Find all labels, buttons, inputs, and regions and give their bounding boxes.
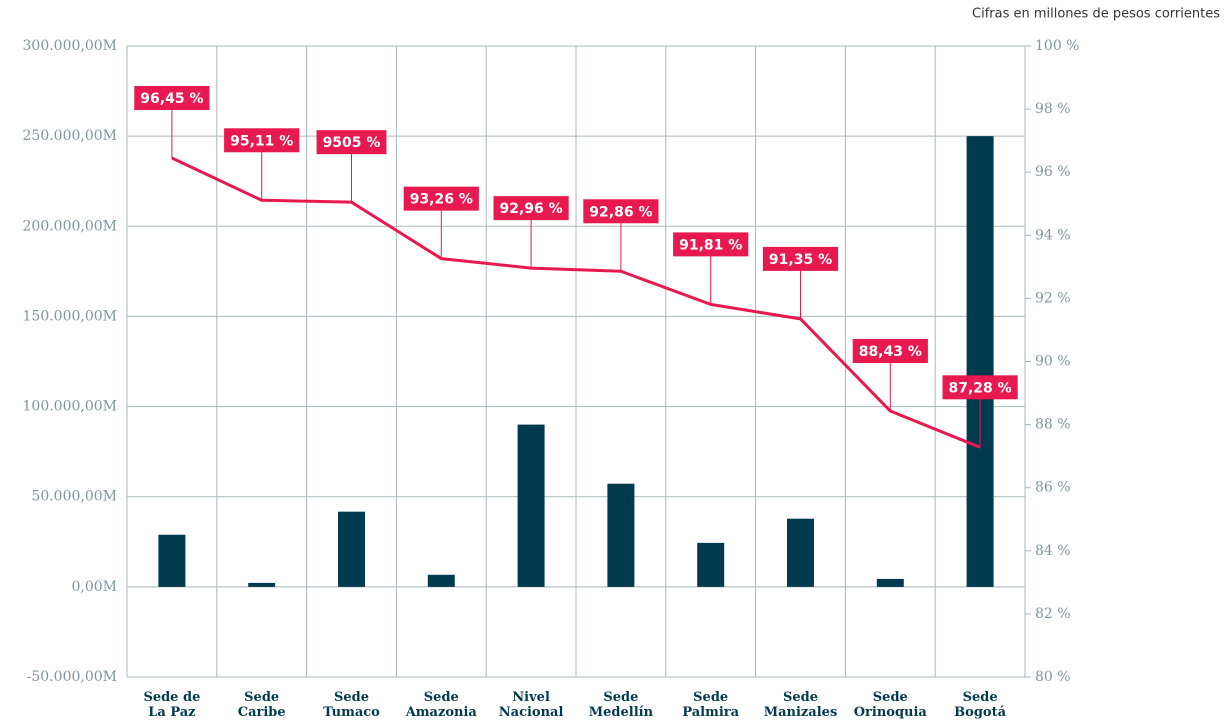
y-tick-label: 200.000,00M — [23, 218, 118, 234]
value-label-box — [673, 232, 749, 257]
y-tick-label: 100.000,00M — [23, 399, 118, 415]
y2-tick-label: 84 % — [1035, 543, 1071, 559]
value-label: 95,11 % — [230, 133, 293, 149]
y-tick-label: 50.000,00M — [31, 489, 117, 505]
bar — [338, 511, 365, 587]
value-label-box — [942, 375, 1018, 400]
value-label-box — [134, 86, 210, 111]
x-tick-label: Sede Orinoquia — [854, 690, 928, 720]
y2-tick-label: 100 % — [1035, 38, 1079, 54]
y2-tick-label: 96 % — [1035, 164, 1071, 180]
value-label: 93,26 % — [410, 192, 473, 208]
y2-tick-label: 94 % — [1035, 227, 1071, 243]
y2-tick-label: 92 % — [1035, 290, 1071, 306]
y2-tick-label: 82 % — [1035, 606, 1071, 622]
value-label-box — [316, 130, 387, 155]
y2-tick-label: 80 % — [1035, 669, 1071, 685]
bar — [876, 578, 904, 587]
bar — [158, 534, 186, 587]
value-label: 9505 % — [323, 135, 381, 151]
y-tick-label: 0,00M — [71, 579, 117, 595]
value-label: 92,86 % — [589, 204, 652, 220]
y2-tick-label: 88 % — [1035, 417, 1071, 433]
bar — [697, 542, 725, 587]
value-label: 91,35 % — [769, 252, 832, 268]
value-label: 87,28 % — [949, 380, 1012, 396]
value-label: 88,43 % — [859, 344, 922, 360]
bar — [966, 136, 994, 587]
y-tick-label: 300.000,00M — [23, 38, 118, 54]
y-tick-label: 150.000,00M — [23, 308, 118, 324]
line — [171, 156, 981, 449]
value-label: 91,81 % — [679, 237, 742, 253]
y2-tick-label: 90 % — [1035, 354, 1071, 370]
value-label-box — [224, 128, 300, 153]
bar — [248, 582, 276, 587]
bar — [517, 424, 545, 587]
x-tick-label: Sede de La Paz — [143, 690, 200, 720]
x-tick-label: Sede Caribe — [238, 690, 286, 720]
y2-tick-label: 86 % — [1035, 480, 1071, 496]
value-label: 92,96 % — [500, 201, 563, 217]
x-tick-label: Sede Medellín — [589, 690, 654, 720]
x-tick-label: Sede Amazonia — [405, 690, 478, 720]
value-label-box — [403, 186, 479, 211]
value-label-box — [493, 196, 569, 221]
x-tick-label: Sede Tumaco — [323, 690, 380, 720]
x-tick-label: Sede Bogotá — [954, 690, 1006, 720]
x-tick-label: Sede Palmira — [682, 690, 739, 720]
bar — [787, 518, 814, 587]
y2-tick-label: 98 % — [1035, 101, 1071, 117]
value-label-box — [762, 246, 839, 271]
value-label-box — [583, 199, 659, 224]
y-tick-label: 250.000,00M — [23, 128, 118, 144]
value-label: 96,45 % — [140, 91, 203, 107]
subtitle: Cifras en millones de pesos corrientes — [972, 7, 1220, 22]
x-tick-label: Sede Manizales — [764, 690, 838, 720]
value-label-box — [852, 339, 928, 364]
x-tick-label: Nivel Nacional — [499, 690, 564, 720]
bar — [427, 574, 455, 587]
y-tick-label: -50.000,00M — [27, 669, 117, 685]
bar — [607, 483, 635, 587]
